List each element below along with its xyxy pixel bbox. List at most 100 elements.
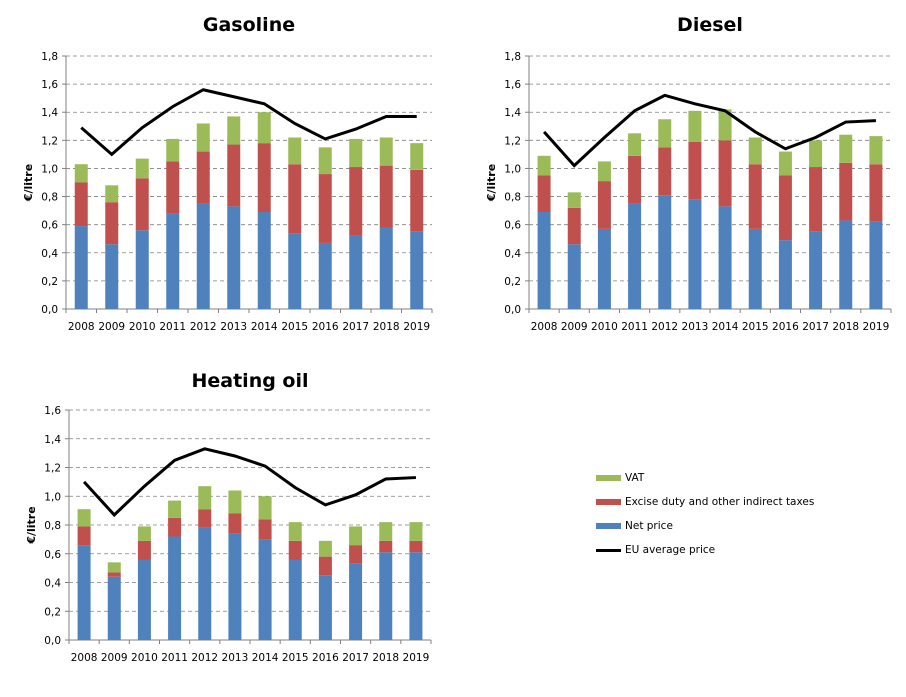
diesel-xtick-label: 2008 [531,321,558,333]
gasoline-ytick-label: 1,0 [41,163,58,175]
diesel-xtick-label: 2009 [561,321,588,333]
diesel-bar-excise-duty-and-other-indirect-taxes [658,147,672,196]
legend-swatch-net-price [596,523,621,529]
diesel-bar-excise-duty-and-other-indirect-taxes [628,155,642,204]
gasoline-bar-excise-duty-and-other-indirect-taxes [196,151,210,204]
gasoline-bar-excise-duty-and-other-indirect-taxes [227,144,241,207]
diesel-ytick-label: 1,4 [504,107,521,119]
gasoline-bar-vat [379,137,393,166]
diesel-ytick-label: 0,2 [504,276,521,288]
diesel-xtick-label: 2015 [742,321,769,333]
diesel-ytick-label: 0,0 [504,304,521,316]
diesel-bar-vat [809,140,823,168]
heating-oil-xtick-label: 2016 [312,652,339,664]
diesel-bar-vat [628,133,642,156]
heating-oil-bar-vat [409,522,423,541]
gasoline-bar-net-price [227,206,241,309]
heating-oil-bar-net-price [318,575,332,640]
diesel-bar-net-price [869,221,883,309]
heating-oil-bar-vat [228,490,242,514]
diesel-bar-vat [869,136,883,165]
heating-oil-bar-excise-duty-and-other-indirect-taxes [107,572,121,577]
heating-oil-ytick-label: 0,8 [44,520,61,532]
diesel-bar-excise-duty-and-other-indirect-taxes [688,141,702,200]
gasoline-bar-excise-duty-and-other-indirect-taxes [257,143,271,213]
diesel-bar-excise-duty-and-other-indirect-taxes [748,164,762,229]
gasoline-chart-title: Gasoline [202,14,296,36]
diesel-bar-net-price [597,228,611,309]
heating-oil-ytick-label: 0,2 [44,606,61,618]
gasoline-bar-excise-duty-and-other-indirect-taxes [288,164,302,234]
legend-label-eu-average: EU average price [625,544,716,556]
legend-swatch-eu-average [596,548,621,552]
diesel-bar-excise-duty-and-other-indirect-taxes [778,175,792,241]
diesel-ytick-label: 0,8 [504,192,521,204]
diesel-bar-excise-duty-and-other-indirect-taxes [567,207,581,245]
gasoline-y-axis-label: €/litre [22,164,35,202]
diesel-bar-vat [839,134,853,163]
diesel-bar-net-price [839,220,853,309]
heating-oil-bar-net-price [409,552,423,640]
gasoline-xtick-label: 2009 [98,321,125,333]
gasoline-xtick-label: 2010 [129,321,156,333]
heating-oil-bar-net-price [137,559,151,640]
gasoline-bar-net-price [318,242,332,309]
gasoline-ytick-label: 0,6 [41,220,58,232]
gasoline-bar-net-price [410,231,424,309]
heating-oil-bar-net-price [288,559,302,640]
heating-oil-bar-net-price [349,563,363,640]
diesel-ytick-label: 0,4 [504,248,521,260]
gasoline-xtick-label: 2015 [281,321,308,333]
diesel-ytick-label: 1,0 [504,163,521,175]
heating-oil-ytick-label: 0,4 [44,578,61,590]
legend-swatch-vat [596,475,621,481]
heating-oil-eu-average-line [82,447,416,518]
heating-oil-bar-excise-duty-and-other-indirect-taxes [258,519,272,540]
chart-legend: VAT Excise duty and other indirect taxes… [596,466,814,562]
heating-oil-bar-excise-duty-and-other-indirect-taxes [168,517,182,537]
diesel-bar-vat [658,119,672,148]
diesel-ytick-label: 1,6 [504,79,521,91]
gasoline-bar-net-price [166,213,180,309]
diesel-xtick-label: 2011 [621,321,648,333]
diesel-xtick-label: 2018 [832,321,859,333]
diesel-ytick-label: 0,6 [504,220,521,232]
gasoline-xtick-label: 2017 [342,321,369,333]
gasoline-bar-vat [105,185,119,203]
heating-oil-bar-vat [349,526,363,546]
gasoline-xtick-label: 2019 [403,321,430,333]
gasoline-xtick-label: 2011 [159,321,186,333]
diesel-bar-excise-duty-and-other-indirect-taxes [839,162,853,221]
heating-oil-bar-vat [137,526,151,541]
diesel-xtick-label: 2010 [591,321,618,333]
gasoline-bar-net-price [105,244,119,309]
diesel-bar-vat [748,137,762,165]
diesel-bar-vat [567,192,581,208]
diesel-ytick-label: 1,8 [504,51,521,63]
gasoline-ytick-label: 0,4 [41,248,58,260]
gasoline-bar-vat [74,164,88,183]
heating-oil-chart-title: Heating oil [191,370,309,392]
legend-label-excise: Excise duty and other indirect taxes [625,496,815,508]
gasoline-bar-vat [349,138,363,168]
gasoline-bar-vat [318,147,332,175]
heating-oil-bar-excise-duty-and-other-indirect-taxes [228,513,242,534]
gasoline-bar-net-price [74,226,88,309]
heating-oil-ytick-label: 1,6 [44,405,61,417]
heating-oil-ytick-label: 0,0 [44,635,61,647]
diesel-bar-vat [537,155,551,176]
gasoline-ytick-label: 1,2 [41,135,58,147]
diesel-bar-net-price [567,244,581,309]
gasoline-bar-vat [196,123,210,152]
diesel-bar-net-price [718,206,732,309]
gasoline-xtick-label: 2008 [68,321,95,333]
diesel-bar-net-price [537,212,551,309]
gasoline-bar-excise-duty-and-other-indirect-taxes [74,182,88,227]
diesel-bar-excise-duty-and-other-indirect-taxes [809,167,823,232]
gasoline-bar-excise-duty-and-other-indirect-taxes [135,178,149,231]
legend-item-vat: VAT [596,466,814,490]
heating-oil-bar-excise-duty-and-other-indirect-taxes [349,545,363,564]
heating-oil-bar-excise-duty-and-other-indirect-taxes [318,556,332,576]
heating-oil-bar-excise-duty-and-other-indirect-taxes [137,540,151,560]
